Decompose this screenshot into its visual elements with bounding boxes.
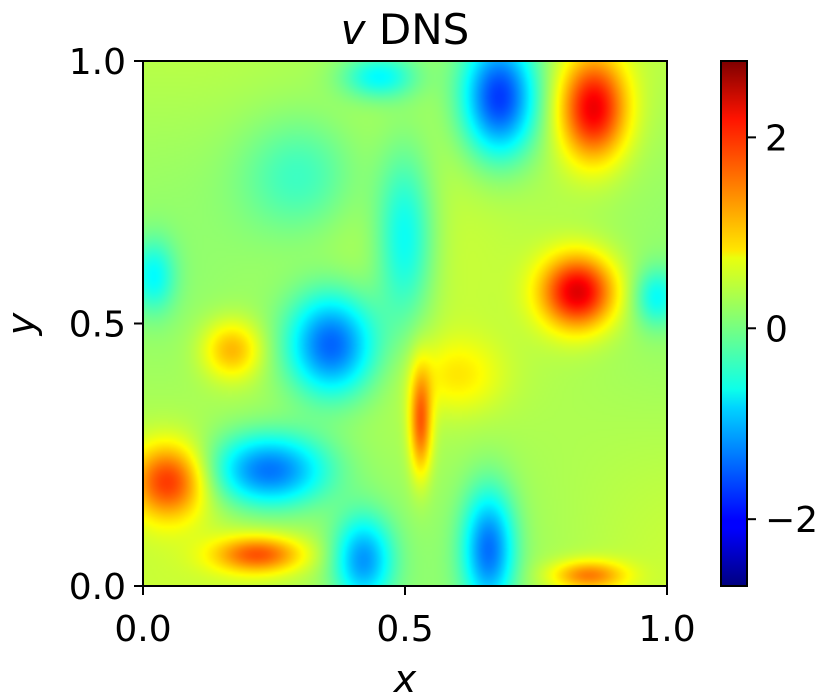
heatmap-image <box>143 61 667 586</box>
y-axis-label: y <box>0 312 43 336</box>
colorbar-frame <box>720 60 748 587</box>
x-tick-label: 1.0 <box>638 609 695 650</box>
y-tick-label: 0.5 <box>69 305 126 346</box>
colorbar-ticks: 2 0 −2 <box>747 118 818 541</box>
y-axis-ticks: 0.0 0.5 1.0 <box>69 42 143 608</box>
colorbar-tick-label: 0 <box>765 309 788 350</box>
colorbar-tick-label: −2 <box>765 500 818 541</box>
title-rest: DNS <box>366 5 470 54</box>
colorbar-tick-label: 2 <box>765 118 788 159</box>
x-axis-ticks: 0.0 0.5 1.0 <box>114 586 696 650</box>
chart-title: v DNS <box>341 5 470 54</box>
title-variable: v <box>341 5 367 54</box>
x-tick-label: 0.5 <box>376 609 433 650</box>
y-tick-label: 0.0 <box>69 567 126 608</box>
x-tick-label: 0.0 <box>114 609 171 650</box>
heatmap-area <box>143 61 667 586</box>
y-tick-label: 1.0 <box>69 42 126 83</box>
colorbar <box>721 61 747 586</box>
x-axis-label: x <box>393 657 417 699</box>
